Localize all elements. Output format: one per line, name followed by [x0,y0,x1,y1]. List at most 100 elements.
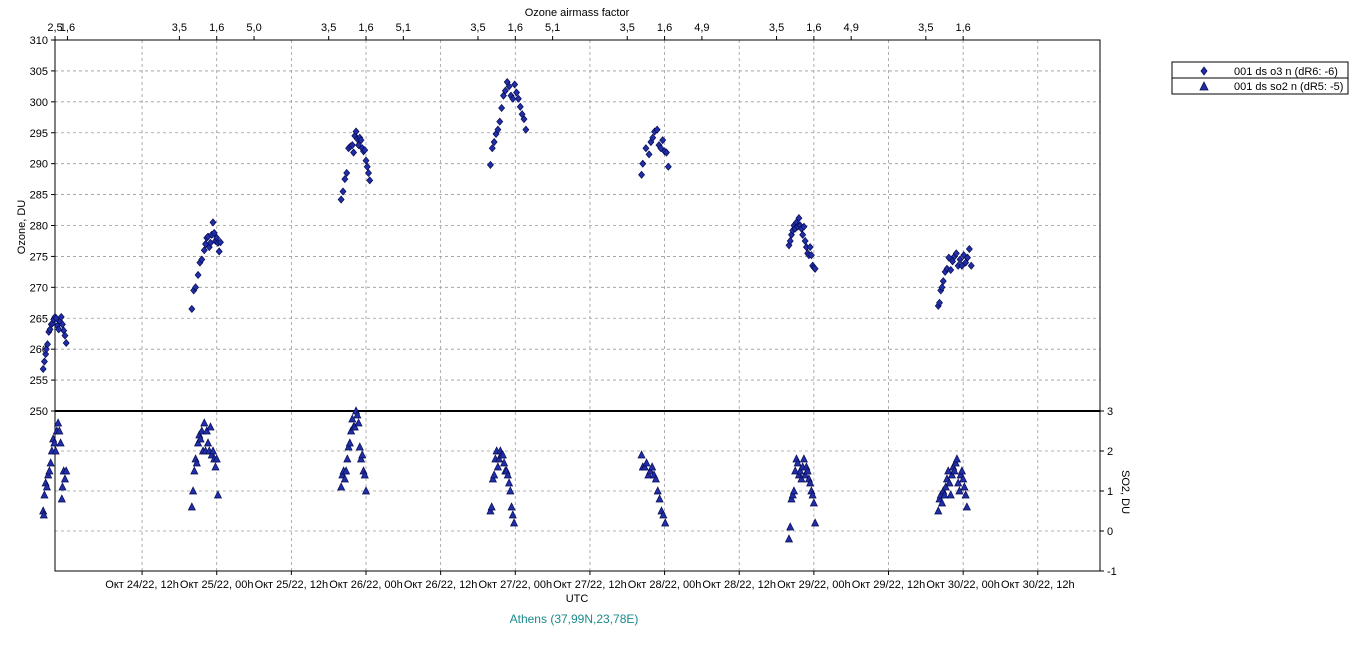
so2-point [344,442,353,451]
o3-point [496,117,504,126]
so2-point [637,450,646,459]
so2-point [487,502,496,511]
so2-point [937,498,947,507]
station-label: Athens (37,99N,23,78E) [510,612,639,626]
o3-point [339,187,347,196]
so2-point [60,474,70,483]
so2-point [655,494,664,503]
o3-point [965,244,973,254]
so2-point [193,438,203,447]
o3-point [513,88,521,97]
o3-point [337,195,345,204]
o3-point [653,125,661,134]
so2-point [786,522,795,531]
top-tick-label: 2,5 [47,22,62,34]
y-left-tick-label: 280 [30,221,48,233]
so2-point [806,478,815,487]
o3-point [55,325,63,334]
o3-point [936,298,943,307]
so2-point [490,470,499,479]
so2-point [196,434,205,443]
y-axis-left-title: Ozone, DU [16,200,28,254]
so2-point [340,474,349,483]
so2-point [961,490,970,499]
so2-point [211,462,220,471]
top-tick-label: 3,5 [620,22,635,34]
o3-point [964,253,971,262]
o3-point [639,159,647,168]
o3-point [516,102,524,111]
so2-point [350,422,359,431]
y-left-tick-label: 290 [30,159,48,171]
top-axis-title: Ozone airmass factor [525,7,630,19]
o3-point [362,156,370,165]
so2-point [653,486,662,495]
o3-point [662,148,670,157]
top-tick-label: 5,1 [396,22,411,34]
legend-triangle-icon [1199,81,1209,91]
top-tick-label: 3,5 [769,22,784,34]
o3-point [343,168,351,177]
o3-point [210,228,218,237]
o3-point [645,150,653,159]
x-tick-label: Окт 29/22, 00h [777,579,851,591]
o3-point [59,320,66,329]
so2-point [808,490,817,499]
x-tick-label: Окт 30/22, 12h [1001,579,1075,591]
so2-point [503,470,512,479]
so2-point [57,494,66,503]
y-left-tick-label: 270 [30,282,48,294]
so2-point [959,474,968,483]
o3-point [638,170,646,179]
so2-point [506,486,515,495]
y-left-tick-label: 310 [30,35,48,47]
so2-point [347,426,356,435]
x-tick-label: Окт 28/22, 00h [628,579,702,591]
so2-point [797,474,806,483]
so2-point [486,506,495,515]
y-left-tick-label: 300 [30,97,48,109]
so2-point [190,466,199,475]
y-left-tick-label: 295 [30,128,48,140]
x-tick-label: Окт 27/22, 00h [479,579,553,591]
so2-point [56,438,65,447]
top-tick-label: 1,6 [806,22,821,34]
so2-point [500,458,509,467]
legend-entry-so2: 001 ds so2 n (dR5: -5) [1234,81,1343,93]
so2-point [962,502,971,511]
so2-point [354,418,363,427]
so2-point [509,518,519,527]
so2-point [659,510,668,519]
so2-point [208,446,218,455]
so2-point [952,454,962,463]
o3-point [40,357,48,366]
so2-point [203,438,213,447]
o3-point [352,127,360,136]
o3-point [514,94,522,103]
o3-point [494,125,502,134]
so2-point [644,470,653,479]
so2-point [356,454,366,463]
o3-point [188,304,196,314]
so2-point [342,466,351,475]
so2-point [213,490,223,499]
so2-point [202,426,211,435]
top-tick-label: 5,1 [545,22,560,34]
o3-point [642,144,650,153]
so2-point [791,466,800,475]
so2-point [189,486,198,495]
so2-point [809,498,818,507]
o3-point [363,162,371,171]
so2-point [488,474,497,483]
so2-point [40,490,49,499]
top-tick-label: 1,6 [508,22,523,34]
so2-point [646,466,655,475]
so2-point [39,510,48,519]
o3-point [800,222,808,231]
so2-point [42,482,51,491]
o3-point [39,364,47,373]
so2-point [360,470,369,479]
so2-point [661,518,670,527]
so2-point [648,462,657,471]
so2-point [811,518,820,527]
